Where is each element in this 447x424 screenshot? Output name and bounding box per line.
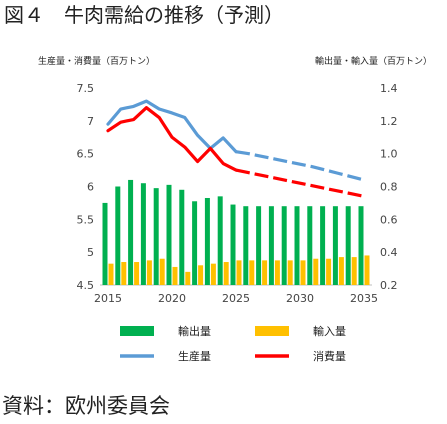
export-bar: [230, 204, 236, 285]
bars-layer: [102, 179, 370, 285]
export-bar: [140, 183, 146, 285]
legend-label: 輸入量: [313, 324, 346, 338]
x-tick-label: 2015: [94, 292, 122, 305]
series-line-projection: [235, 168, 365, 198]
import-bar: [326, 258, 332, 285]
export-bar: [102, 202, 108, 285]
import-bar: [108, 263, 114, 285]
left-tick-label: 6: [87, 181, 94, 194]
legend-item: 輸入量: [255, 324, 346, 338]
import-bar: [313, 258, 319, 285]
import-bar: [210, 263, 216, 285]
legend-item: 輸出量: [120, 324, 211, 338]
import-bar: [236, 260, 242, 285]
x-tick-label: 2025: [222, 292, 250, 305]
right-tick-label: 0.6: [380, 213, 398, 226]
export-bar: [294, 206, 300, 285]
import-bar: [338, 257, 344, 285]
export-bar: [281, 206, 287, 285]
tick-labels: 4.5 5 5.5 6 6.5 7 7.5 0.2 0.4 0.6 0.8 1.0 1.2 1.4 2015…: [77, 82, 398, 305]
import-bar: [351, 257, 357, 285]
import-bar: [300, 260, 306, 285]
export-bar: [307, 206, 313, 285]
right-tick-label: 0.8: [380, 181, 398, 194]
import-bar: [185, 271, 191, 285]
import-bar: [134, 262, 140, 285]
legend-item: 生産量: [120, 349, 211, 363]
right-axis-label: 輸出量・輸入量（百万トン）: [315, 55, 432, 67]
import-bar: [274, 260, 280, 285]
figure-title: 図４ 牛肉需給の推移（予測）: [4, 3, 284, 27]
left-axis-label: 生産量・消費量（百万トン）: [38, 55, 155, 67]
import-bar: [249, 260, 255, 285]
import-bar: [223, 262, 229, 285]
import-bar: [364, 255, 370, 285]
import-bar: [121, 262, 127, 285]
left-tick-label: 4.5: [77, 279, 95, 292]
import-bar: [172, 266, 178, 285]
export-bar: [115, 186, 121, 285]
import-bar: [146, 260, 152, 285]
source-note: 資料：欧州委員会: [2, 394, 170, 418]
export-bar: [256, 206, 262, 285]
export-bar: [166, 184, 172, 285]
x-tick-label: 2035: [350, 292, 378, 305]
left-tick-label: 6.5: [77, 148, 95, 161]
x-tick-label: 2020: [158, 292, 186, 305]
import-bar: [159, 258, 165, 285]
series-line-projection: [235, 150, 365, 182]
x-tick-label: 2030: [286, 292, 314, 305]
legend-label: 輸出量: [178, 324, 211, 338]
right-tick-label: 1.0: [380, 148, 398, 161]
export-bar: [217, 196, 223, 285]
export-bar: [345, 206, 351, 285]
right-tick-label: 0.4: [380, 246, 398, 259]
left-tick-label: 5: [87, 246, 94, 259]
legend-label: 生産量: [178, 349, 211, 363]
legend-swatch: [255, 326, 289, 336]
import-bar: [198, 265, 204, 285]
export-bar: [128, 179, 134, 285]
series-line-historical: [106, 99, 238, 154]
export-bar: [268, 206, 274, 285]
legend-item: 消費量: [255, 349, 346, 363]
export-bar: [192, 201, 198, 285]
export-bar: [204, 197, 210, 285]
import-bar: [287, 260, 293, 285]
import-bar: [262, 260, 268, 285]
export-bar: [332, 206, 338, 285]
export-bar: [243, 206, 249, 285]
right-tick-label: 1.2: [380, 115, 398, 128]
export-bar: [179, 189, 185, 285]
left-tick-label: 7.5: [77, 82, 95, 95]
left-tick-label: 5.5: [77, 213, 95, 226]
legend-swatch: [120, 326, 154, 336]
left-tick-label: 7: [87, 115, 94, 128]
legend-label: 消費量: [313, 349, 346, 363]
series-line-historical: [106, 106, 238, 172]
export-bar: [320, 206, 326, 285]
export-bar: [153, 188, 159, 285]
lines-layer: [106, 99, 365, 198]
right-tick-label: 0.2: [380, 279, 398, 292]
export-bar: [358, 206, 364, 285]
right-tick-label: 1.4: [380, 82, 398, 95]
chart: 生産量・消費量（百万トン） 輸出量・輸入量（百万トン） 4.5 5 5.5 6 6.5 7…: [38, 55, 432, 363]
